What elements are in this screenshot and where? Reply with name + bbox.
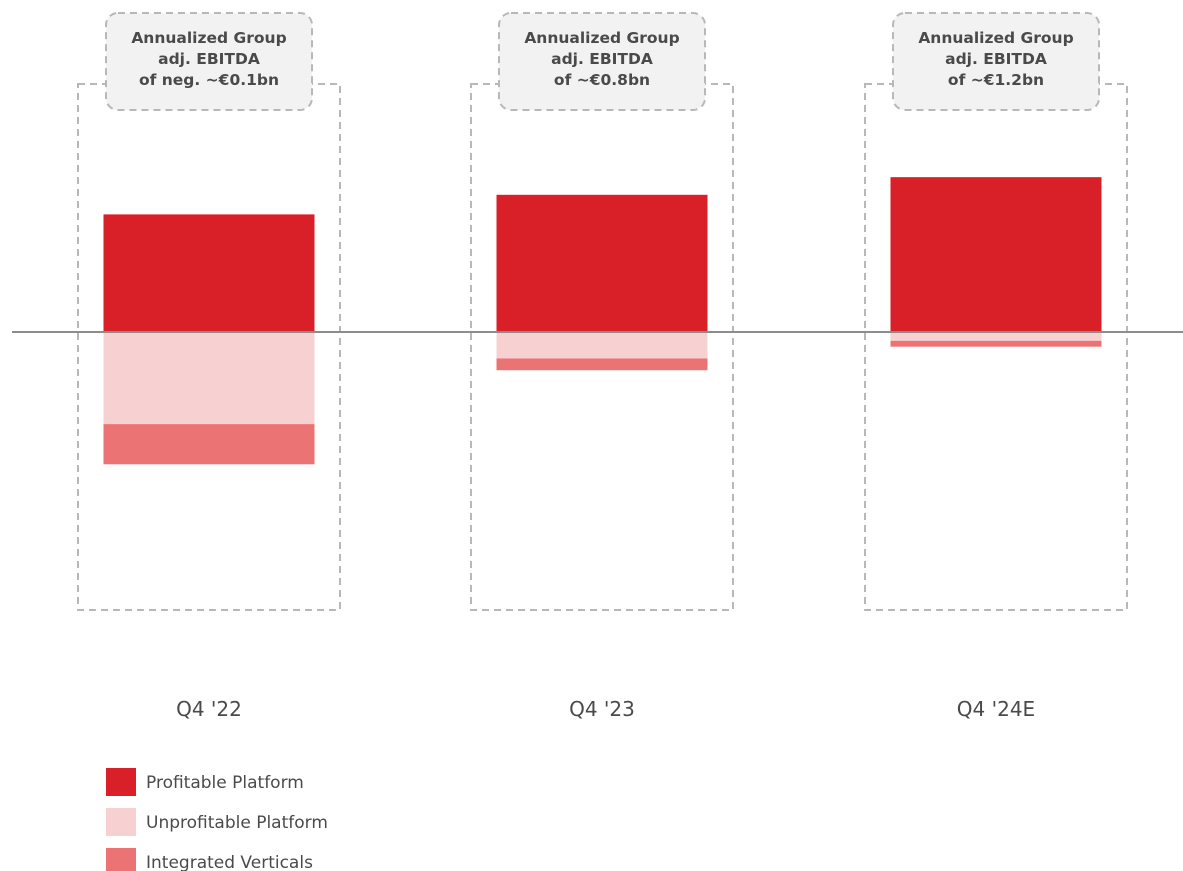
callout-box <box>105 12 313 111</box>
bar-unprofitable-platform-q4-23 <box>496 332 708 359</box>
bar-profitable-platform-q4-23 <box>496 194 708 332</box>
category-label-q4-22: Q4 '22 <box>176 697 242 721</box>
bar-profitable-platform-q4-24e <box>890 177 1102 332</box>
bar-unprofitable-platform-q4-22 <box>103 332 315 425</box>
callout-line: Annualized Group <box>131 29 286 47</box>
legend-item-unprofitable-platform: Unprofitable Platform <box>106 808 328 836</box>
bar-integrated-verticals-q4-24e <box>890 340 1102 347</box>
category-frame-q4-22 <box>77 83 341 611</box>
callout-line: of neg. ~€0.1bn <box>139 71 279 89</box>
bar-integrated-verticals-q4-22 <box>103 424 315 465</box>
ebitda-callouts: Annualized Group adj. EBITDA of neg. ~€0.1… <box>105 12 1100 111</box>
legend-item-profitable-platform: Profitable Platform <box>106 768 304 796</box>
category-label-q4-24e: Q4 '24E <box>957 697 1035 721</box>
legend-label: Integrated Verticals <box>146 853 313 871</box>
legend-swatch <box>106 848 136 871</box>
callout-q4-22: Annualized Group adj. EBITDA of neg. ~€0.1… <box>105 12 313 111</box>
bar-integrated-verticals-q4-23 <box>496 358 708 371</box>
legend-item-integrated-verticals: Integrated Verticals <box>106 848 313 871</box>
callout-line: Annualized Group <box>918 29 1073 47</box>
category-frame-q4-24e <box>864 83 1128 611</box>
callout-line: adj. EBITDA <box>551 50 653 68</box>
legend-label: Unprofitable Platform <box>146 813 328 833</box>
legend-label: Profitable Platform <box>146 773 304 793</box>
callout-line: adj. EBITDA <box>945 50 1047 68</box>
category-frames <box>77 83 1128 611</box>
callout-box <box>892 12 1100 111</box>
legend: Profitable Platform Unprofitable Platform… <box>106 768 328 871</box>
callout-q4-24e: Annualized Group adj. EBITDA of ~€1.2bn <box>892 12 1100 111</box>
bar-segments <box>103 177 1102 465</box>
category-frame-q4-23 <box>470 83 734 611</box>
callout-line: adj. EBITDA <box>158 50 260 68</box>
bar-profitable-platform-q4-22 <box>103 214 315 332</box>
category-label-q4-23: Q4 '23 <box>569 697 635 721</box>
legend-swatch <box>106 768 136 796</box>
callout-line: Annualized Group <box>524 29 679 47</box>
legend-swatch <box>106 808 136 836</box>
category-labels: Q4 '22 Q4 '23 Q4 '24E <box>176 697 1035 721</box>
bar-unprofitable-platform-q4-24e <box>890 332 1102 341</box>
callout-box <box>498 12 706 111</box>
callout-q4-23: Annualized Group adj. EBITDA of ~€0.8bn <box>498 12 706 111</box>
callout-line: of ~€1.2bn <box>948 71 1044 89</box>
callout-line: of ~€0.8bn <box>554 71 650 89</box>
